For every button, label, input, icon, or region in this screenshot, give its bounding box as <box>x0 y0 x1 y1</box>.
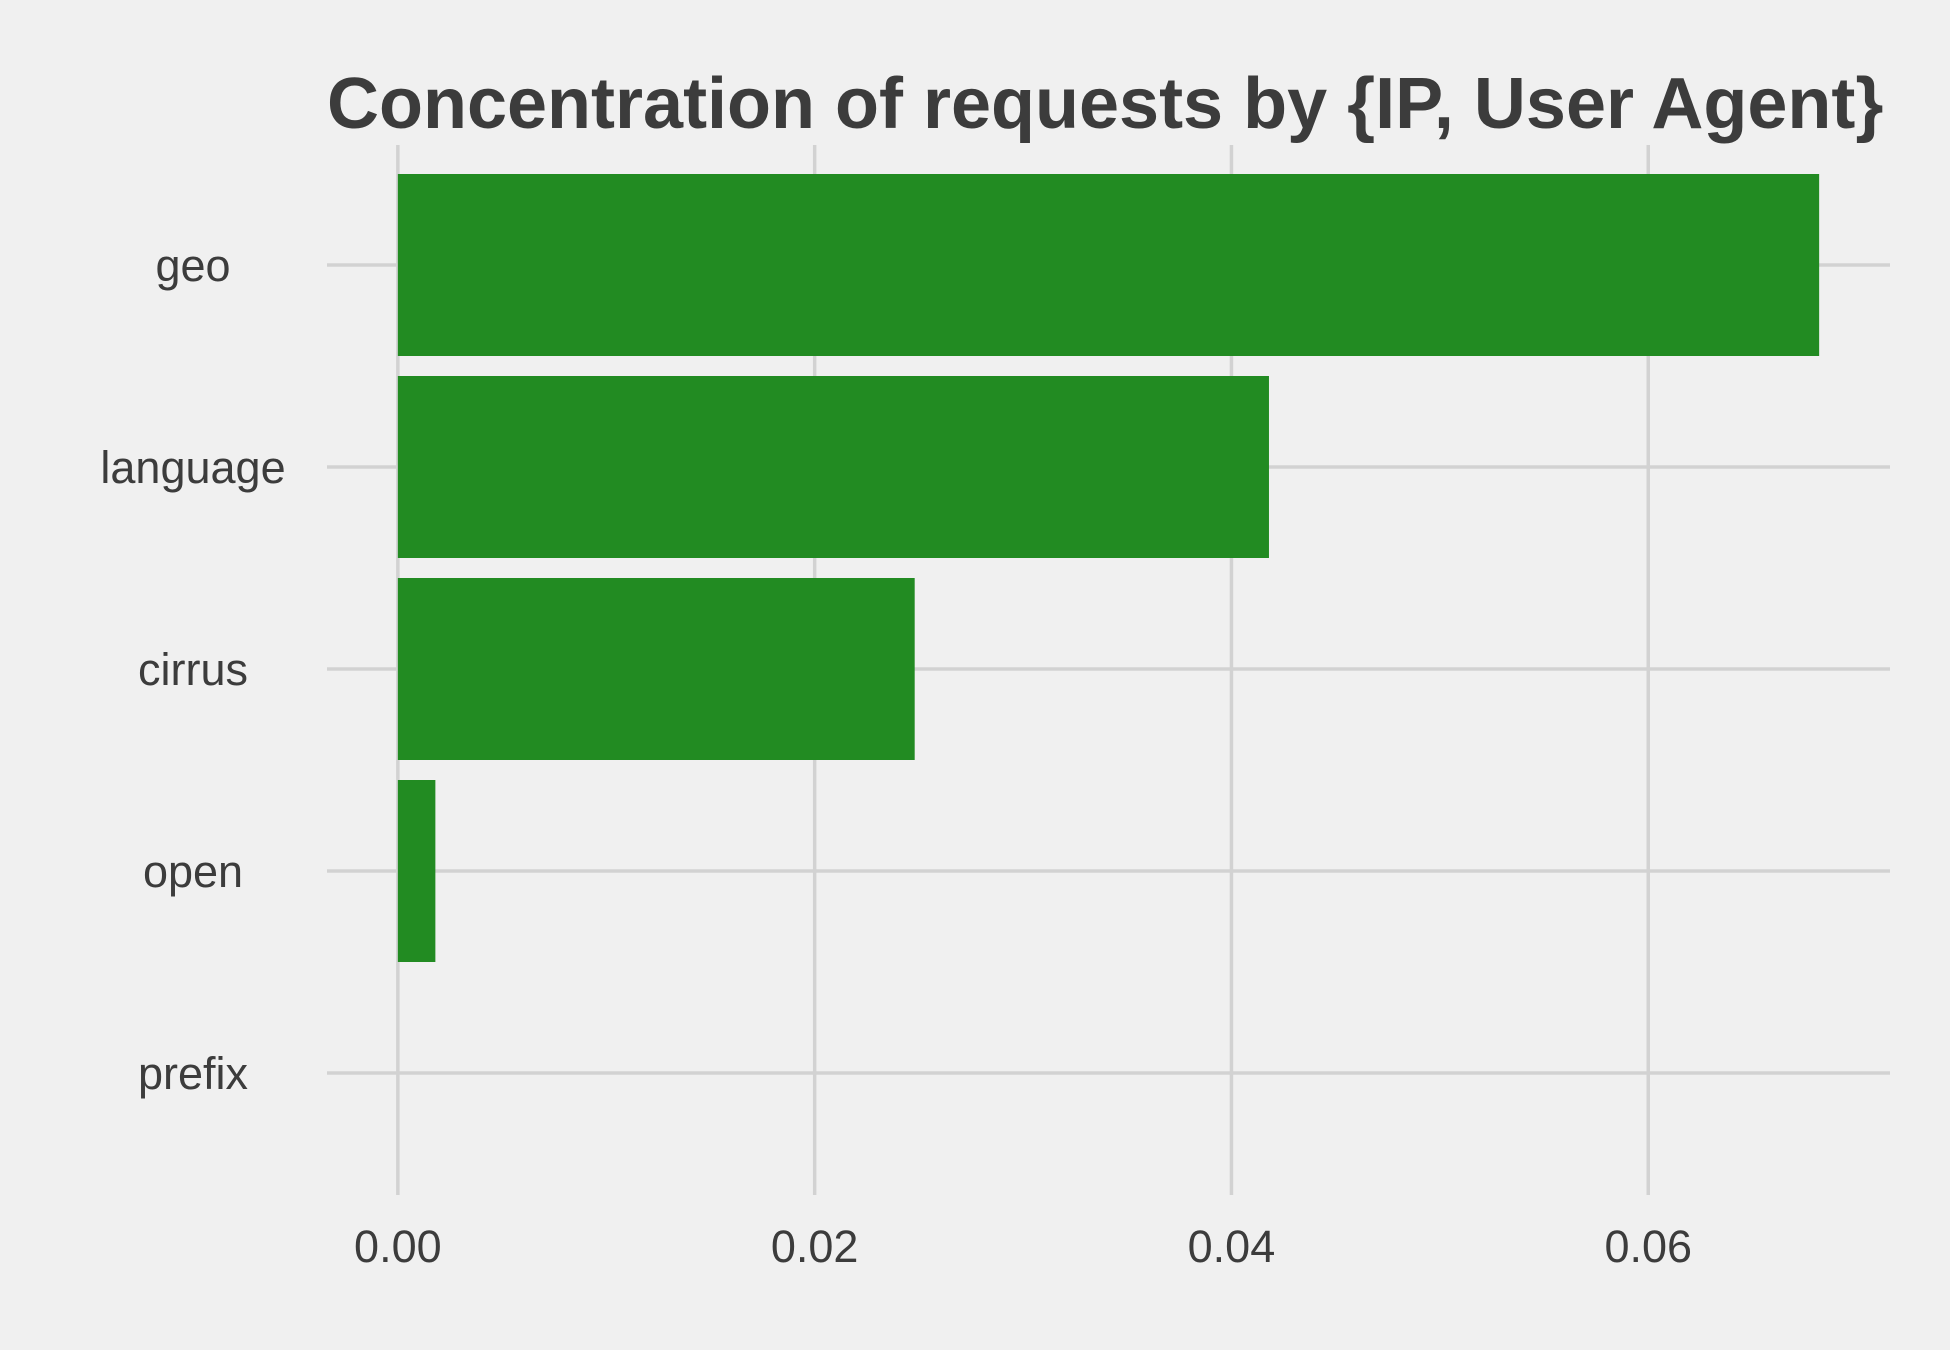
bar-layer <box>397 174 1820 962</box>
x-tick-label: 0.02 <box>771 1221 859 1272</box>
chart-title: Concentration of requests by {IP, User A… <box>327 64 1883 144</box>
x-tick-label: 0.04 <box>1188 1221 1276 1272</box>
bar-geo <box>397 174 1820 356</box>
y-tick-label: cirrus <box>138 644 248 695</box>
y-tick-label: open <box>143 846 243 897</box>
bar-cirrus <box>397 578 915 760</box>
y-tick-label: geo <box>155 240 230 291</box>
y-tick-label: prefix <box>138 1048 249 1099</box>
x-tick-label: 0.06 <box>1604 1221 1692 1272</box>
x-tick-label: 0.00 <box>354 1221 442 1272</box>
y-tick-label: language <box>100 442 285 493</box>
bar-open <box>397 780 436 962</box>
label-layer: 0.00 0.02 0.04 0.06 geo language cirrus open pre… <box>100 240 1692 1272</box>
bar-language <box>397 376 1269 558</box>
